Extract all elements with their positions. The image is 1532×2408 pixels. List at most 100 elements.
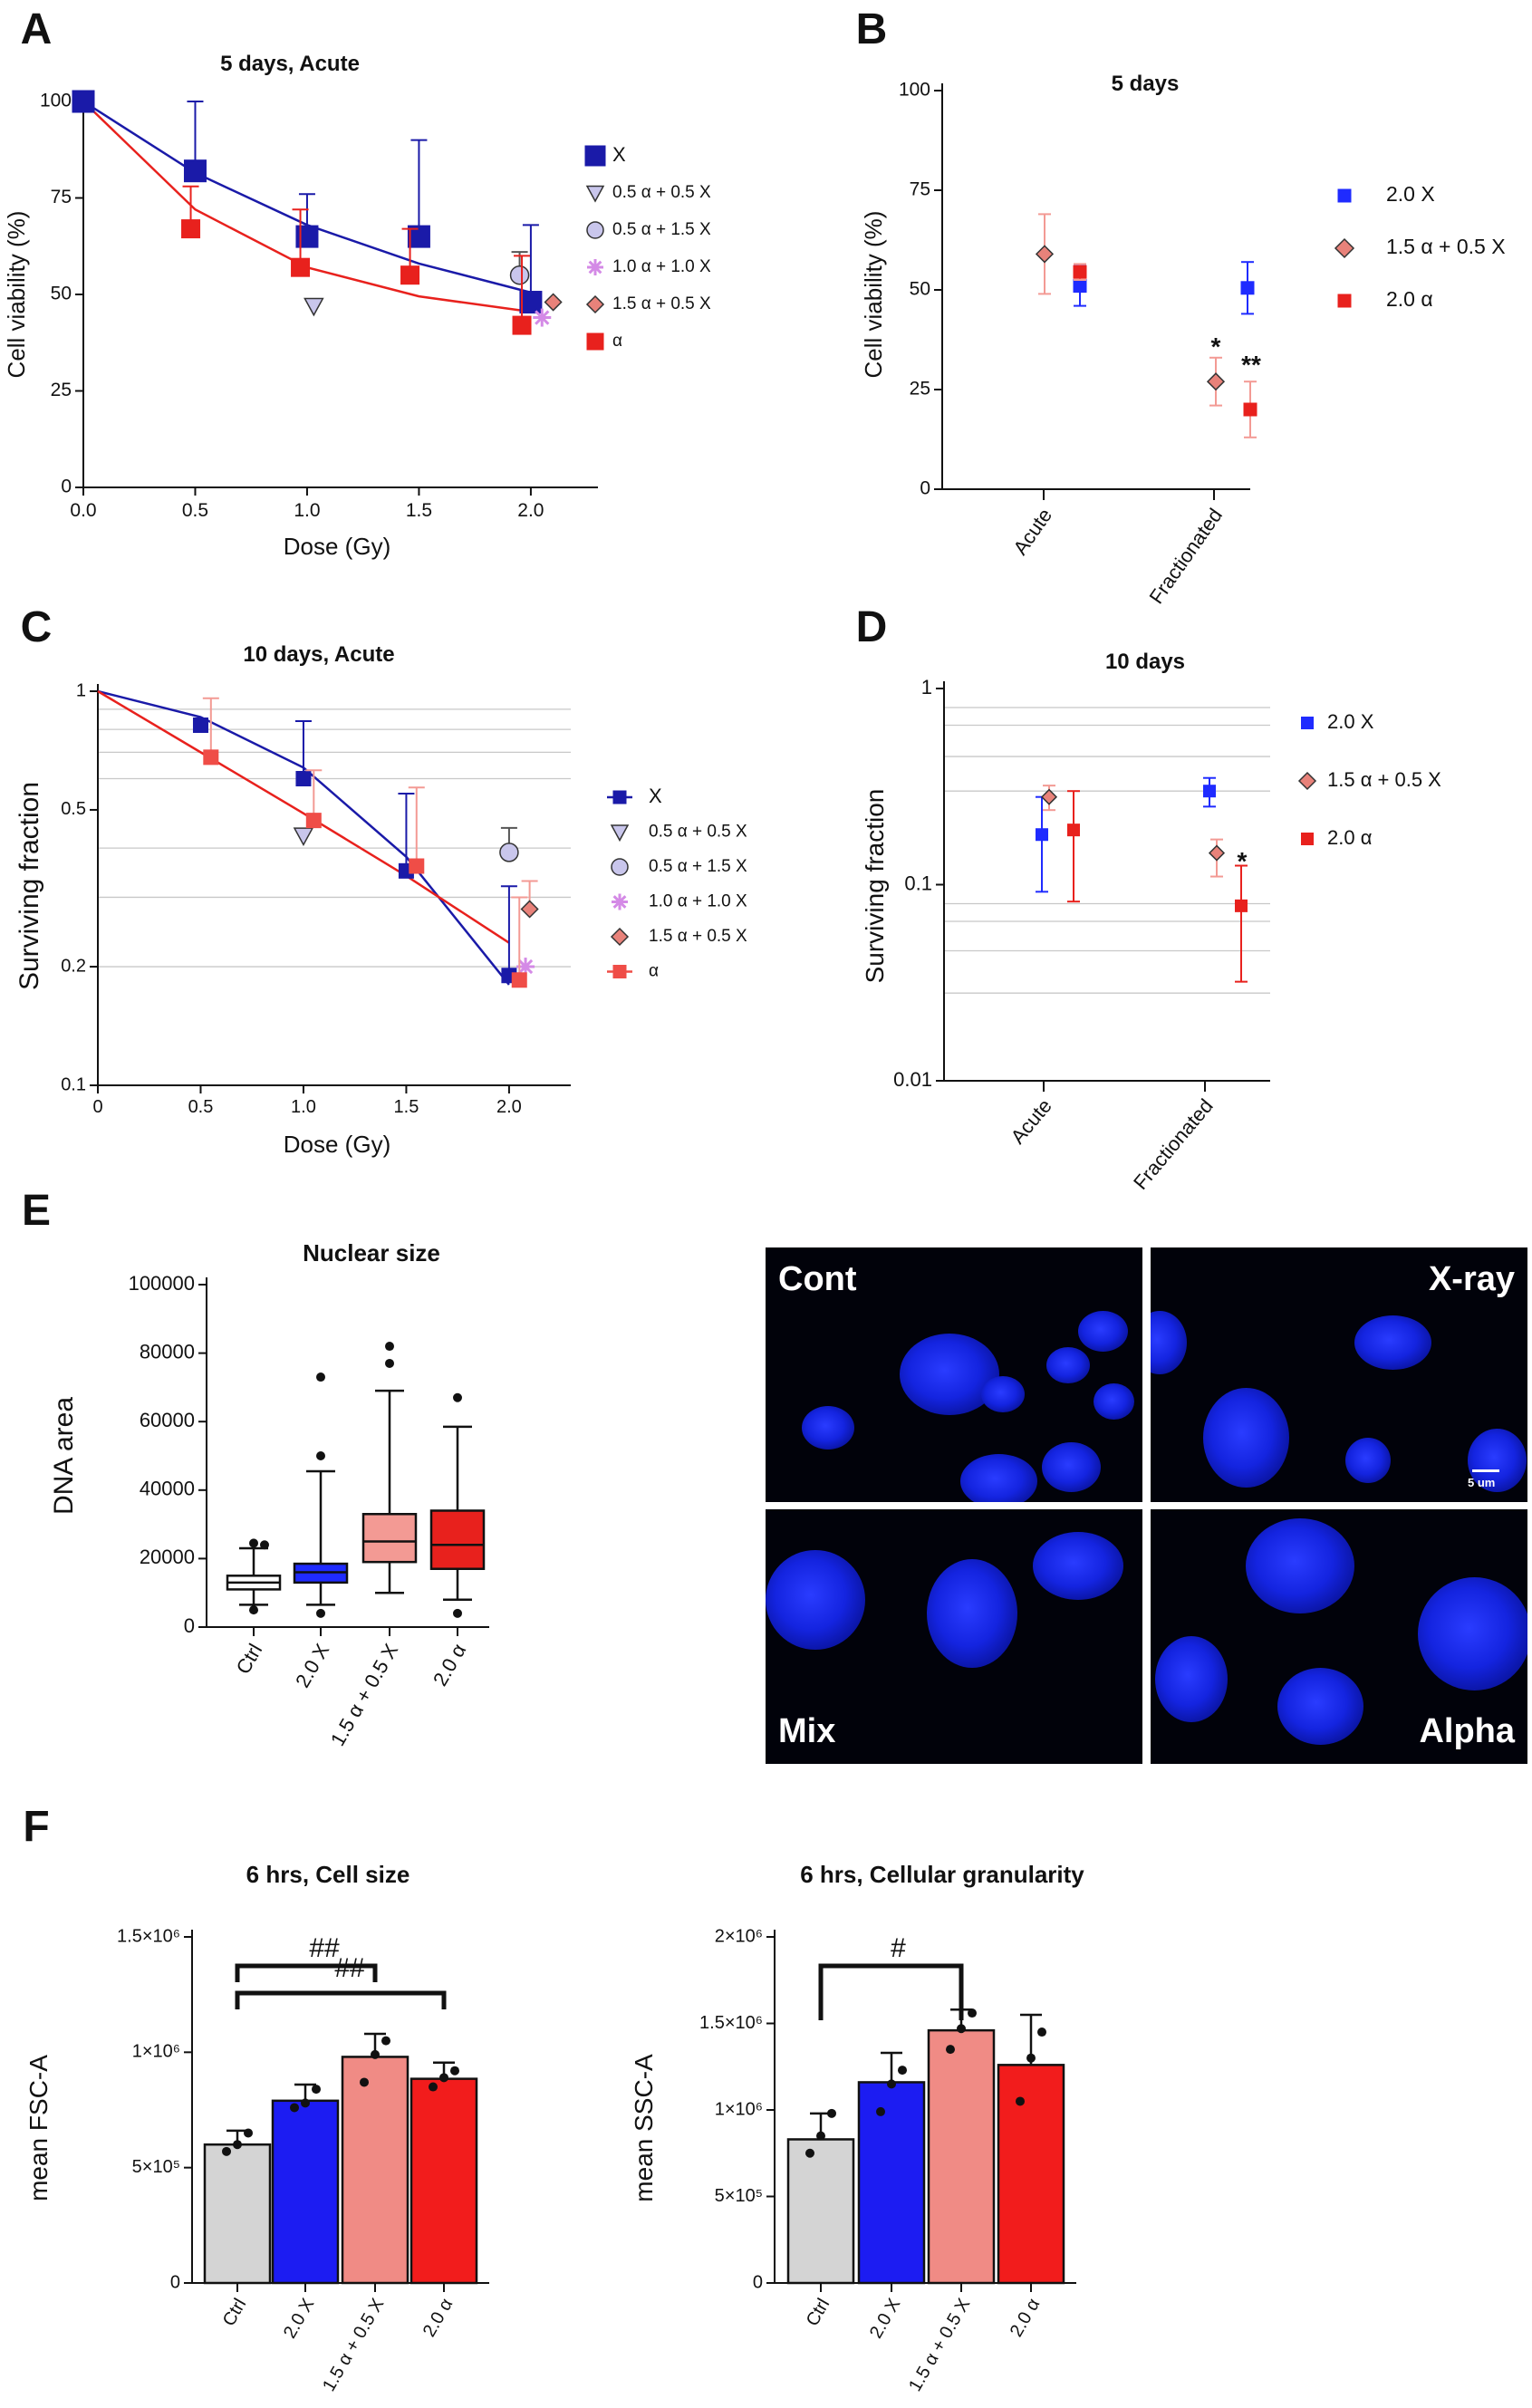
chart-e-outlier <box>316 1608 325 1618</box>
chart-f1-point <box>371 2049 380 2059</box>
chart-b-legend-marker <box>1337 188 1352 203</box>
micrograph-xray: X-ray 5 um <box>1151 1247 1527 1502</box>
chart-c-legend-marker <box>610 927 630 947</box>
chart-a-y-tick-label: 100 <box>40 91 72 111</box>
micrograph-label-xray: X-ray <box>1428 1260 1515 1298</box>
micrograph-label-mix: Mix <box>778 1712 836 1750</box>
chart-f2-x-tick-label: 1.5 α + 0.5 X <box>905 2296 974 2395</box>
chart-e-outlier <box>385 1358 394 1368</box>
chart-f2-point <box>887 2079 896 2089</box>
chart-f2-bar <box>927 2028 996 2285</box>
chart-f1-point <box>290 2103 299 2113</box>
chart-a-point-stroke <box>535 310 550 325</box>
chart-a-x-tick-label: 1.5 <box>406 500 432 521</box>
chart-a-legend-marker <box>585 185 605 203</box>
chart-b-y-tick-label: 100 <box>899 80 930 101</box>
chart-c-legend-label: 0.5 α + 1.5 X <box>649 857 747 876</box>
chart-c-point <box>409 858 425 874</box>
chart-f1-point <box>360 2077 369 2087</box>
chart-e-outlier <box>453 1608 462 1618</box>
chart-a-x-tick-label: 1.0 <box>294 500 320 521</box>
chart-a-ylabel: Cell viability (%) <box>3 211 30 379</box>
scale-label: 5 um <box>1468 1476 1496 1489</box>
chart-d-y-tick-label: 1 <box>921 676 932 698</box>
chart-c-x-tick-label: 1.0 <box>291 1097 316 1117</box>
chart-e-outlier <box>316 1373 325 1382</box>
chart-f2-point <box>805 2148 814 2158</box>
chart-d-legend-label: 2.0 α <box>1327 826 1373 849</box>
chart-f1-bar <box>203 2143 272 2285</box>
chart-e-outlier <box>260 1540 269 1550</box>
chart-b-legend-label: 1.5 α + 0.5 X <box>1386 235 1506 258</box>
chart-a-title: 5 days, Acute <box>220 52 360 76</box>
chart-b-point <box>1073 279 1087 294</box>
chart-a-legend-marker <box>586 332 604 351</box>
chart-f2-ylabel: mean SSC-A <box>630 2054 658 2202</box>
chart-a-point <box>533 308 552 327</box>
chart-c-legend-label: α <box>649 962 659 981</box>
panel-letter-c: C <box>21 603 53 651</box>
chart-f1-bracket <box>235 1963 378 1982</box>
chart-b-y-tick-label: 25 <box>910 379 930 400</box>
chart-d-ylabel: Surviving fraction <box>861 789 889 984</box>
chart-f2-point <box>827 2108 836 2118</box>
chart-c-legend-label: 1.0 α + 1.0 X <box>649 892 747 911</box>
chart-b-point <box>1206 372 1226 391</box>
chart-e-x-tick-label: 1.5 α + 0.5 X <box>326 1640 403 1750</box>
chart-d-legend-marker <box>1297 771 1317 791</box>
chart-c-x-tick-label: 2.0 <box>496 1097 522 1117</box>
chart-f2-y-tick-label: 5×10⁵ <box>715 2186 763 2206</box>
chart-b-legend-marker <box>1334 237 1355 259</box>
chart-e-box <box>429 1509 486 1570</box>
chart-b-legend-label: 2.0 X <box>1386 182 1435 206</box>
chart-d-point <box>1208 844 1226 862</box>
chart-d-point <box>1040 788 1058 805</box>
chart-f2-y-tick-label: 1.5×10⁶ <box>699 2013 763 2033</box>
chart-c-legend-marker <box>612 893 628 910</box>
chart-a-point <box>304 297 324 317</box>
chart-d-x-tick-label: Acute <box>1007 1094 1056 1148</box>
chart-c-legend-marker-stroke <box>612 895 627 909</box>
chart-c-legend-marker <box>610 824 630 843</box>
chart-f2-bar <box>786 2138 855 2285</box>
chart-f2-y-tick-label: 2×10⁶ <box>715 1926 763 1946</box>
chart-a-x-tick-label: 0.5 <box>182 500 208 521</box>
chart-b-legend-marker <box>1337 294 1352 308</box>
chart-f1-point <box>233 2140 242 2150</box>
chart-f2-point <box>1037 2028 1046 2037</box>
chart-c-y-tick-label: 0.2 <box>61 956 86 976</box>
chart-e-outlier <box>316 1451 325 1460</box>
chart-f1-x-tick-label: 2.0 α <box>419 2296 458 2341</box>
chart-b-point <box>1035 245 1055 264</box>
chart-d-legend-marker <box>1301 717 1314 729</box>
micrograph-grid: Cont X-ray 5 um Mix Alpha <box>766 1247 1527 1764</box>
chart-d-y-tick-label: 0.01 <box>893 1068 932 1091</box>
chart-a-point <box>400 265 420 285</box>
chart-a: 5 days, Acute 0 25 50 75 100 0.0 0.5 1.0 1.5 2.0 Do… <box>3 52 711 560</box>
chart-e-box <box>361 1513 418 1564</box>
chart-a-y-tick-label: 50 <box>51 284 72 304</box>
chart-b-significance: * <box>1211 332 1221 361</box>
chart-f2-point <box>1016 2096 1025 2106</box>
chart-f2-y-tick-label: 1×10⁶ <box>715 2099 763 2119</box>
chart-a-point <box>181 219 201 239</box>
micrograph-mix: Mix <box>766 1509 1142 1764</box>
chart-f2-bar <box>997 2064 1065 2285</box>
chart-b: 5 days 0 25 50 75 100 Acute Fractionated Cell vi… <box>860 72 1506 608</box>
chart-f2-point <box>876 2106 885 2116</box>
micrograph-cont: Cont <box>766 1247 1142 1502</box>
chart-c-legend-label: 0.5 α + 0.5 X <box>649 823 747 842</box>
chart-f1-ylabel: mean FSC-A <box>24 2055 53 2201</box>
chart-d-legend-label: 2.0 X <box>1327 710 1374 733</box>
chart-f2-x-tick-label: 2.0 α <box>1007 2296 1045 2341</box>
chart-b-title: 5 days <box>1112 72 1180 96</box>
chart-f1-bar <box>409 2077 478 2285</box>
chart-f2-bracket <box>818 1963 964 2020</box>
panel-letter-d: D <box>856 603 888 651</box>
chart-c-legend-marker <box>612 790 627 804</box>
chart-d-legend-marker <box>1301 833 1314 845</box>
chart-a-legend-label: 0.5 α + 1.5 X <box>612 220 711 239</box>
chart-d-point <box>1036 828 1048 842</box>
chart-c-point-stroke <box>517 958 534 975</box>
chart-c-ylabel: Surviving fraction <box>14 782 44 990</box>
